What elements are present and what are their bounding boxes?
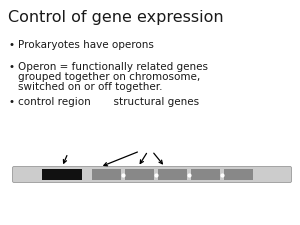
Bar xyxy=(158,169,187,180)
Bar xyxy=(92,169,121,180)
Text: Prokaryotes have operons: Prokaryotes have operons xyxy=(18,40,154,50)
Text: •: • xyxy=(8,97,14,107)
Text: switched on or off together.: switched on or off together. xyxy=(18,82,163,92)
Text: Control of gene expression: Control of gene expression xyxy=(8,10,223,25)
Bar xyxy=(42,169,82,180)
Text: •: • xyxy=(8,62,14,72)
Text: •: • xyxy=(8,40,14,50)
FancyBboxPatch shape xyxy=(13,166,292,182)
Bar xyxy=(224,169,253,180)
Text: control region       structural genes: control region structural genes xyxy=(18,97,199,107)
Text: Operon = functionally related genes: Operon = functionally related genes xyxy=(18,62,208,72)
Text: grouped together on chromosome,: grouped together on chromosome, xyxy=(18,72,200,82)
Bar xyxy=(191,169,220,180)
Bar xyxy=(125,169,154,180)
